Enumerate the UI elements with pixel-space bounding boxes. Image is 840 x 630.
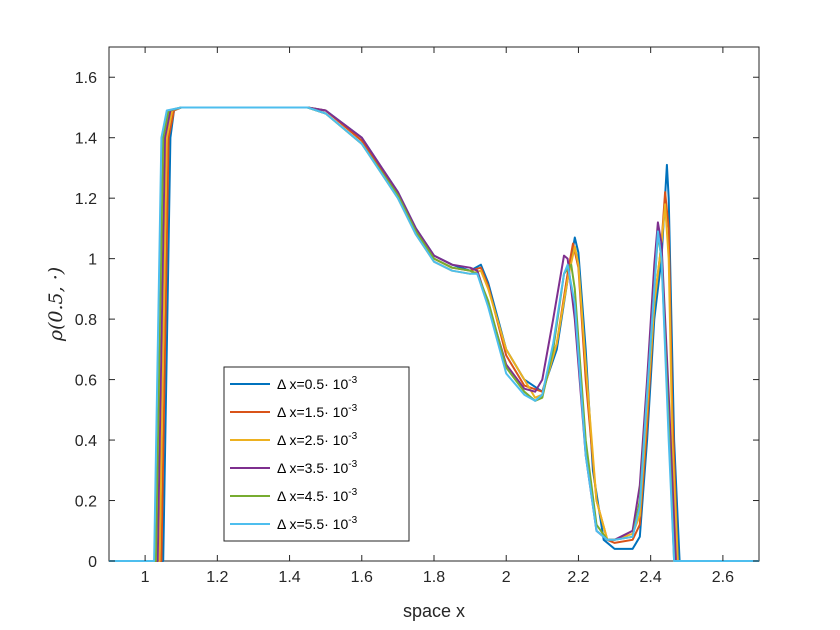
y-axis-title: ρ(0.5, ·) — [45, 267, 67, 342]
legend-entry-4: Δ x=3.5· 10-3 — [277, 459, 358, 476]
series-line-4 — [109, 106, 759, 562]
ticks-layer: 1 1.2 1.4 1.6 1.8 2 2.2 2.4 2.6 0 0.2 0.4 0.6 0.8 1 1.2… — [75, 47, 759, 586]
legend-label: Δ x=2.5· 10 — [277, 432, 348, 448]
y-tick-label: 1.6 — [75, 70, 97, 87]
x-tick-label: 2.6 — [712, 569, 734, 586]
x-axis-title: space x — [403, 601, 465, 621]
legend-exponent: -3 — [348, 403, 357, 414]
y-tick-label: 0.2 — [75, 494, 97, 511]
legend-exponent: -3 — [348, 459, 357, 470]
legend-exponent: -3 — [348, 487, 357, 498]
legend-exponent: -3 — [348, 375, 357, 386]
legend-label: Δ x=4.5· 10 — [277, 488, 348, 504]
series-line-6 — [109, 106, 759, 562]
y-tick-label: 1.2 — [75, 191, 97, 208]
series-layer — [109, 106, 759, 562]
x-tick-label: 2.2 — [567, 569, 589, 586]
y-tick-label: 1 — [88, 252, 97, 269]
y-tick-label: 0.6 — [75, 373, 97, 390]
x-tick-label: 1.2 — [206, 569, 228, 586]
legend-entry-5: Δ x=4.5· 10-3 — [277, 487, 358, 504]
y-tick-label: 0.4 — [75, 433, 97, 450]
legend-label: Δ x=0.5· 10 — [277, 376, 348, 392]
legend-entry-2: Δ x=1.5· 10-3 — [277, 403, 358, 420]
legend-exponent: -3 — [348, 431, 357, 442]
y-tick-label: 1.4 — [75, 131, 97, 148]
legend-entry-1: Δ x=0.5· 10-3 — [277, 375, 358, 392]
y-tick-label: 0.8 — [75, 312, 97, 329]
y-tick-label: 0 — [88, 554, 97, 571]
legend: Δ x=0.5· 10-3Δ x=1.5· 10-3Δ x=2.5· 10-3Δ… — [223, 366, 410, 542]
legend-entry-6: Δ x=5.5· 10-3 — [277, 515, 358, 532]
legend-entry-3: Δ x=2.5· 10-3 — [277, 431, 358, 448]
legend-label: Δ x=5.5· 10 — [277, 516, 348, 532]
legend-box — [223, 366, 410, 542]
x-tick-label: 2.4 — [640, 569, 662, 586]
legend-label: Δ x=1.5· 10 — [277, 404, 348, 420]
x-tick-label: 2 — [502, 569, 511, 586]
legend-label: Δ x=3.5· 10 — [277, 460, 348, 476]
x-tick-label: 1.4 — [278, 569, 300, 586]
legend-exponent: -3 — [348, 515, 357, 526]
plot-frame — [108, 46, 760, 562]
x-tick-label: 1.6 — [351, 569, 373, 586]
x-tick-label: 1.8 — [423, 569, 445, 586]
x-tick-label: 1 — [141, 569, 150, 586]
